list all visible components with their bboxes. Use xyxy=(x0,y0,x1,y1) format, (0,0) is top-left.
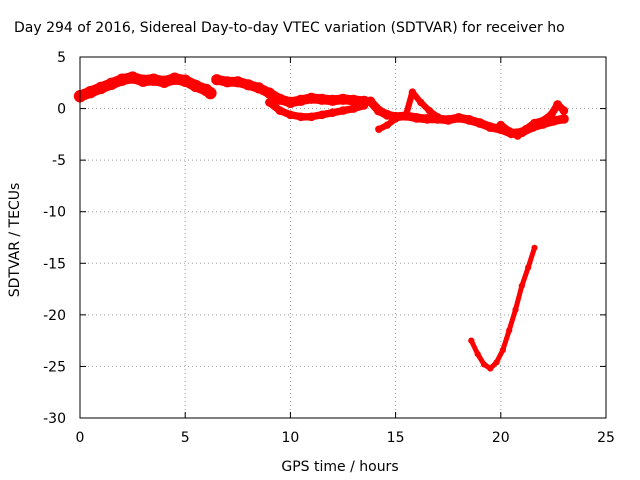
ticks: 0 5 10 15 20 25 -30 -25 -20 -15 -10 -5 0 5 xyxy=(43,50,615,446)
data-point xyxy=(84,85,97,99)
data-point xyxy=(474,351,481,358)
series-line xyxy=(265,98,368,121)
data-point xyxy=(337,93,349,105)
data-point xyxy=(504,127,514,136)
y-tick-label: -20 xyxy=(43,308,66,324)
data-point xyxy=(525,264,532,271)
data-point xyxy=(438,115,446,123)
data-point xyxy=(316,93,328,105)
data-point xyxy=(559,114,569,124)
data-point xyxy=(373,105,384,116)
data-point xyxy=(232,76,244,88)
data-point xyxy=(382,109,393,120)
data-point xyxy=(286,110,295,120)
data-point xyxy=(480,361,488,368)
x-tick-label: 25 xyxy=(597,430,615,446)
data-point xyxy=(402,111,410,119)
data-point xyxy=(115,73,129,86)
data-point xyxy=(538,116,548,126)
plot-area xyxy=(73,71,569,372)
data-point xyxy=(493,359,500,366)
data-point xyxy=(211,74,223,86)
data-point xyxy=(136,74,150,87)
data-point xyxy=(512,306,519,313)
data-point xyxy=(531,244,538,251)
data-point xyxy=(391,115,400,123)
data-point xyxy=(411,113,422,123)
data-point xyxy=(307,112,316,122)
y-tick-label: -30 xyxy=(43,411,66,427)
chart-title: Day 294 of 2016, Sidereal Day-to-day VTE… xyxy=(14,20,565,36)
data-point xyxy=(263,87,275,99)
data-point xyxy=(189,79,202,93)
x-tick-label: 0 xyxy=(76,430,85,446)
y-tick-label: -10 xyxy=(43,205,66,221)
data-point xyxy=(168,72,181,85)
data-point xyxy=(349,104,358,113)
y-tick-label: 0 xyxy=(57,102,66,118)
data-point xyxy=(105,77,118,91)
y-axis-label: SDTVAR / TECUs xyxy=(7,183,23,298)
data-point xyxy=(499,346,506,353)
data-point xyxy=(443,115,454,125)
y-tick-label: -25 xyxy=(43,359,66,375)
data-point xyxy=(383,121,391,129)
data-point xyxy=(506,327,513,334)
data-point xyxy=(417,98,425,107)
data-point xyxy=(274,93,286,105)
data-point xyxy=(94,81,108,95)
data-point xyxy=(559,106,569,115)
x-axis-label: GPS time / hours xyxy=(281,459,398,475)
x-tick-label: 10 xyxy=(281,430,299,446)
data-point xyxy=(242,79,254,91)
data-point xyxy=(265,98,274,107)
data-point xyxy=(275,106,285,115)
y-tick-label: -15 xyxy=(43,256,66,272)
y-tick-label: -5 xyxy=(52,153,66,169)
x-tick-label: 5 xyxy=(181,430,190,446)
data-point xyxy=(305,92,317,104)
data-point xyxy=(425,106,433,115)
data-point xyxy=(295,94,307,106)
data-point xyxy=(179,74,192,87)
data-point xyxy=(496,120,506,130)
y-tick-label: 5 xyxy=(57,50,66,66)
data-point xyxy=(328,108,337,117)
data-point xyxy=(487,365,494,372)
data-point xyxy=(375,125,383,133)
data-point xyxy=(521,124,531,134)
x-tick-label: 15 xyxy=(387,430,405,446)
plot-frame xyxy=(79,56,607,419)
data-point xyxy=(518,282,525,290)
data-point xyxy=(422,114,433,124)
data-point xyxy=(338,106,348,115)
data-point xyxy=(284,96,296,108)
data-point xyxy=(204,86,217,100)
data-point xyxy=(553,100,562,109)
data-point xyxy=(464,115,475,125)
data-point xyxy=(126,71,139,84)
data-point xyxy=(317,110,327,120)
data-point xyxy=(468,337,475,344)
data-point xyxy=(485,122,496,132)
data-point xyxy=(347,94,360,106)
data-point xyxy=(474,118,485,128)
data-point xyxy=(253,82,265,94)
data-point xyxy=(221,76,233,88)
data-point xyxy=(296,112,306,122)
data-point xyxy=(408,88,417,96)
data-point xyxy=(365,96,376,107)
data-point xyxy=(158,75,171,89)
data-point xyxy=(326,94,339,106)
data-point xyxy=(530,118,539,128)
data-point xyxy=(147,73,160,86)
data-point xyxy=(513,131,522,140)
x-tick-label: 20 xyxy=(492,430,510,446)
data-point xyxy=(453,113,464,123)
data-point xyxy=(547,110,556,120)
